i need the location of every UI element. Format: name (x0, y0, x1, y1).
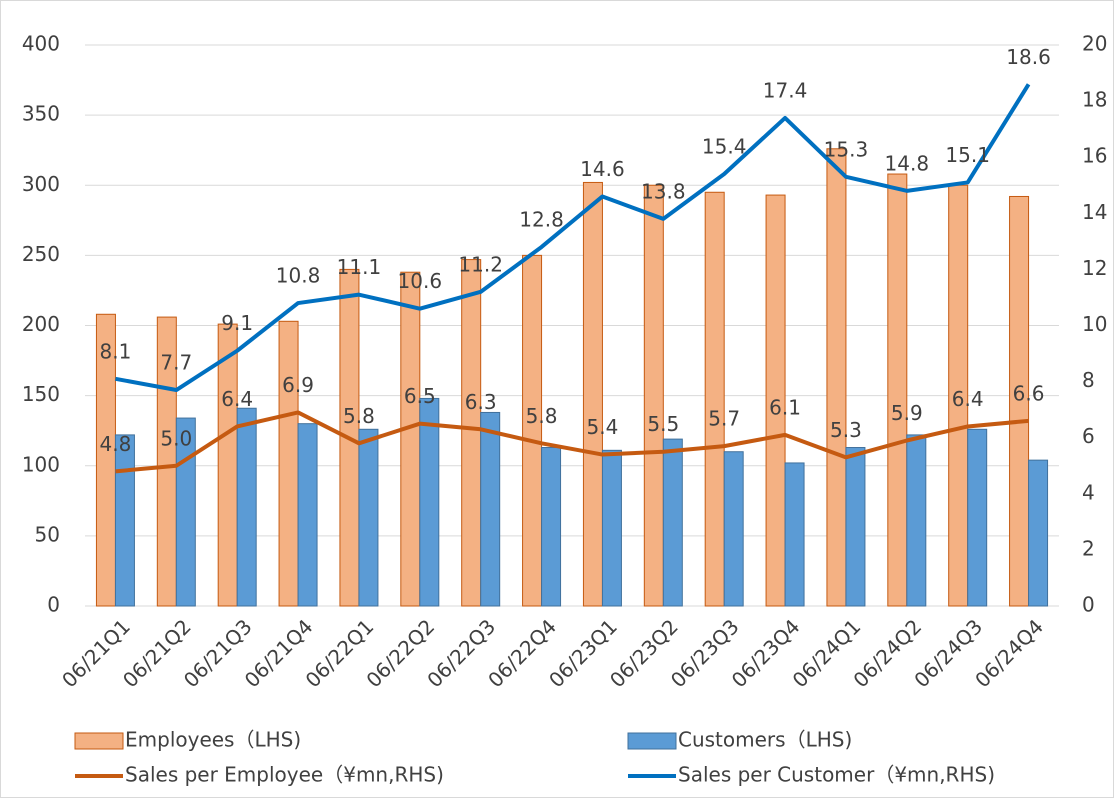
bar (826, 148, 847, 607)
bar (297, 423, 318, 607)
bar (723, 451, 744, 607)
bar (582, 181, 603, 607)
data-label: 5.5 (647, 412, 679, 436)
data-label: 14.8 (885, 151, 930, 175)
bar (643, 184, 664, 607)
bar (845, 447, 866, 607)
data-label: 9.1 (221, 311, 253, 335)
y-tick-label: 150 (22, 382, 60, 406)
y-tick-label: 0 (47, 593, 60, 617)
bar (1028, 459, 1049, 607)
legend-label: Employees（LHS) (125, 728, 301, 752)
bar (704, 191, 725, 607)
y2-tick-label: 8 (1082, 368, 1095, 392)
bar (461, 259, 482, 607)
data-label: 15.1 (945, 143, 990, 167)
y2-tick-label: 0 (1082, 593, 1095, 617)
y2-tick-label: 12 (1082, 256, 1107, 280)
data-label: 14.6 (580, 157, 625, 181)
bar (217, 323, 238, 607)
data-label: 5.3 (830, 418, 862, 442)
y-tick-label: 300 (22, 172, 60, 196)
data-label: 11.2 (458, 252, 503, 276)
data-label: 15.3 (824, 137, 869, 161)
legend-label: Sales per Employee（¥mn,RHS) (125, 763, 444, 787)
bar (522, 254, 543, 607)
line-series (115, 83, 1031, 393)
data-label: 13.8 (641, 179, 686, 203)
bar (278, 320, 299, 607)
data-label: 6.5 (404, 384, 436, 408)
bar (1009, 195, 1030, 607)
y-tick-label: 200 (22, 312, 60, 336)
data-label: 17.4 (763, 78, 808, 102)
bar (419, 397, 440, 607)
bar (541, 447, 562, 607)
data-label: 5.8 (343, 404, 375, 428)
data-label: 5.9 (891, 401, 923, 425)
legend-label: Sales per Customer（¥mn,RHS) (678, 763, 995, 787)
y-tick-label: 250 (22, 242, 60, 266)
y2-tick-label: 14 (1082, 200, 1107, 224)
bar (236, 407, 257, 607)
bar (887, 173, 908, 607)
y2-tick-label: 16 (1082, 144, 1107, 168)
data-label: 8.1 (100, 339, 132, 363)
data-label: 6.4 (952, 387, 984, 411)
data-label: 5.8 (526, 404, 558, 428)
y-tick-label: 400 (22, 32, 60, 56)
data-label: 18.6 (1006, 45, 1051, 69)
y2-tick-label: 6 (1082, 424, 1095, 448)
legend-label: Customers（LHS) (678, 728, 852, 752)
data-label: 6.6 (1013, 381, 1045, 405)
bar (480, 411, 501, 607)
data-label: 7.7 (160, 351, 192, 375)
data-label: 10.8 (276, 264, 321, 288)
bar (114, 434, 135, 607)
data-label: 6.1 (769, 395, 801, 419)
y2-tick-label: 4 (1082, 480, 1095, 504)
y2-tick-label: 10 (1082, 312, 1107, 336)
data-label: 5.7 (708, 407, 740, 431)
legend-swatch (74, 732, 124, 750)
bar (967, 428, 988, 607)
data-label: 5.0 (160, 426, 192, 450)
y2-tick-label: 18 (1082, 88, 1107, 112)
bar (784, 462, 805, 607)
data-label: 12.8 (519, 207, 564, 231)
bar (358, 428, 379, 607)
y-tick-label: 350 (22, 102, 60, 126)
y2-tick-label: 2 (1082, 536, 1095, 560)
bar (400, 271, 421, 607)
data-label: 11.1 (337, 255, 382, 279)
data-label: 6.9 (282, 373, 314, 397)
data-label: 6.4 (221, 387, 253, 411)
data-label: 6.3 (465, 390, 497, 414)
data-label: 10.6 (398, 269, 443, 293)
bar (906, 434, 927, 607)
y-tick-label: 100 (22, 452, 60, 476)
bar (601, 449, 622, 607)
data-label: 15.4 (702, 135, 747, 159)
data-label: 4.8 (100, 432, 132, 456)
legend-swatch (627, 732, 677, 750)
y-tick-label: 50 (35, 522, 60, 546)
bar (765, 194, 786, 607)
data-label: 5.4 (587, 415, 619, 439)
bar (662, 438, 683, 607)
line-series (115, 410, 1029, 474)
y2-tick-label: 20 (1082, 32, 1107, 56)
